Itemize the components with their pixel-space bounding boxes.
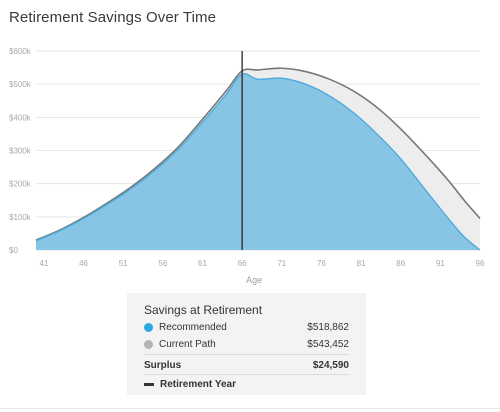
legend-title: Savings at Retirement bbox=[144, 303, 263, 317]
legend-panel: Savings at Retirement Recommended $518,8… bbox=[127, 293, 366, 395]
y-tick-label: $300k bbox=[9, 147, 32, 156]
legend-row-retirement-year: Retirement Year bbox=[144, 376, 349, 392]
y-tick-label: $400k bbox=[9, 113, 32, 122]
recommended-line bbox=[35, 73, 481, 251]
current-path-dot-icon bbox=[144, 339, 153, 349]
y-tick-label: $100k bbox=[9, 213, 32, 222]
current-path-value: $543,452 bbox=[307, 338, 349, 350]
recommended-dot-icon bbox=[144, 322, 153, 332]
x-tick-label: 51 bbox=[119, 259, 128, 268]
lines bbox=[35, 67, 481, 251]
x-tick-label: 91 bbox=[436, 259, 445, 268]
x-tick-label: 96 bbox=[476, 259, 485, 268]
x-tick-label: 61 bbox=[198, 259, 207, 268]
chart-title: Retirement Savings Over Time bbox=[9, 9, 217, 26]
y-tick-label: $0 bbox=[9, 246, 18, 255]
legend-divider-2 bbox=[144, 374, 349, 375]
current-path-line bbox=[35, 67, 481, 241]
x-tick-label: 81 bbox=[357, 259, 366, 268]
legend-row-recommended: Recommended $518,862 bbox=[144, 319, 349, 335]
recommended-value: $518,862 bbox=[307, 321, 349, 333]
current-path-label: Current Path bbox=[159, 338, 216, 350]
y-tick-label: $200k bbox=[9, 180, 32, 189]
x-tick-label: 66 bbox=[238, 259, 247, 268]
x-tick-label: 46 bbox=[79, 259, 88, 268]
recommended-label: Recommended bbox=[159, 321, 227, 333]
y-tick-label: $500k bbox=[9, 80, 32, 89]
surplus-label: Surplus bbox=[144, 359, 182, 371]
x-tick-label: 41 bbox=[39, 259, 48, 268]
recommended-area bbox=[36, 73, 480, 250]
retirement-chart: $0 $100k $200k $300k $400k $500k $600k 41 46 51 5… bbox=[9, 47, 485, 285]
bottom-divider bbox=[0, 408, 500, 409]
retirement-year-dash-icon bbox=[144, 382, 154, 386]
x-tick-label: 76 bbox=[317, 259, 326, 268]
legend-row-surplus: Surplus $24,590 bbox=[144, 357, 349, 373]
x-tick-label: 71 bbox=[277, 259, 286, 268]
y-tick-label: $600k bbox=[9, 47, 32, 56]
x-axis-label: Age bbox=[246, 275, 262, 285]
y-ticks: $0 $100k $200k $300k $400k $500k $600k bbox=[9, 47, 32, 255]
x-tick-label: 86 bbox=[396, 259, 405, 268]
surplus-value: $24,590 bbox=[312, 359, 349, 371]
legend-row-current-path: Current Path $543,452 bbox=[144, 336, 349, 352]
x-ticks: 41 46 51 56 61 66 71 76 81 86 91 96 bbox=[39, 259, 485, 268]
areas bbox=[36, 68, 480, 250]
legend-divider bbox=[144, 354, 349, 355]
x-tick-label: 56 bbox=[158, 259, 167, 268]
retirement-year-label: Retirement Year bbox=[160, 378, 236, 390]
